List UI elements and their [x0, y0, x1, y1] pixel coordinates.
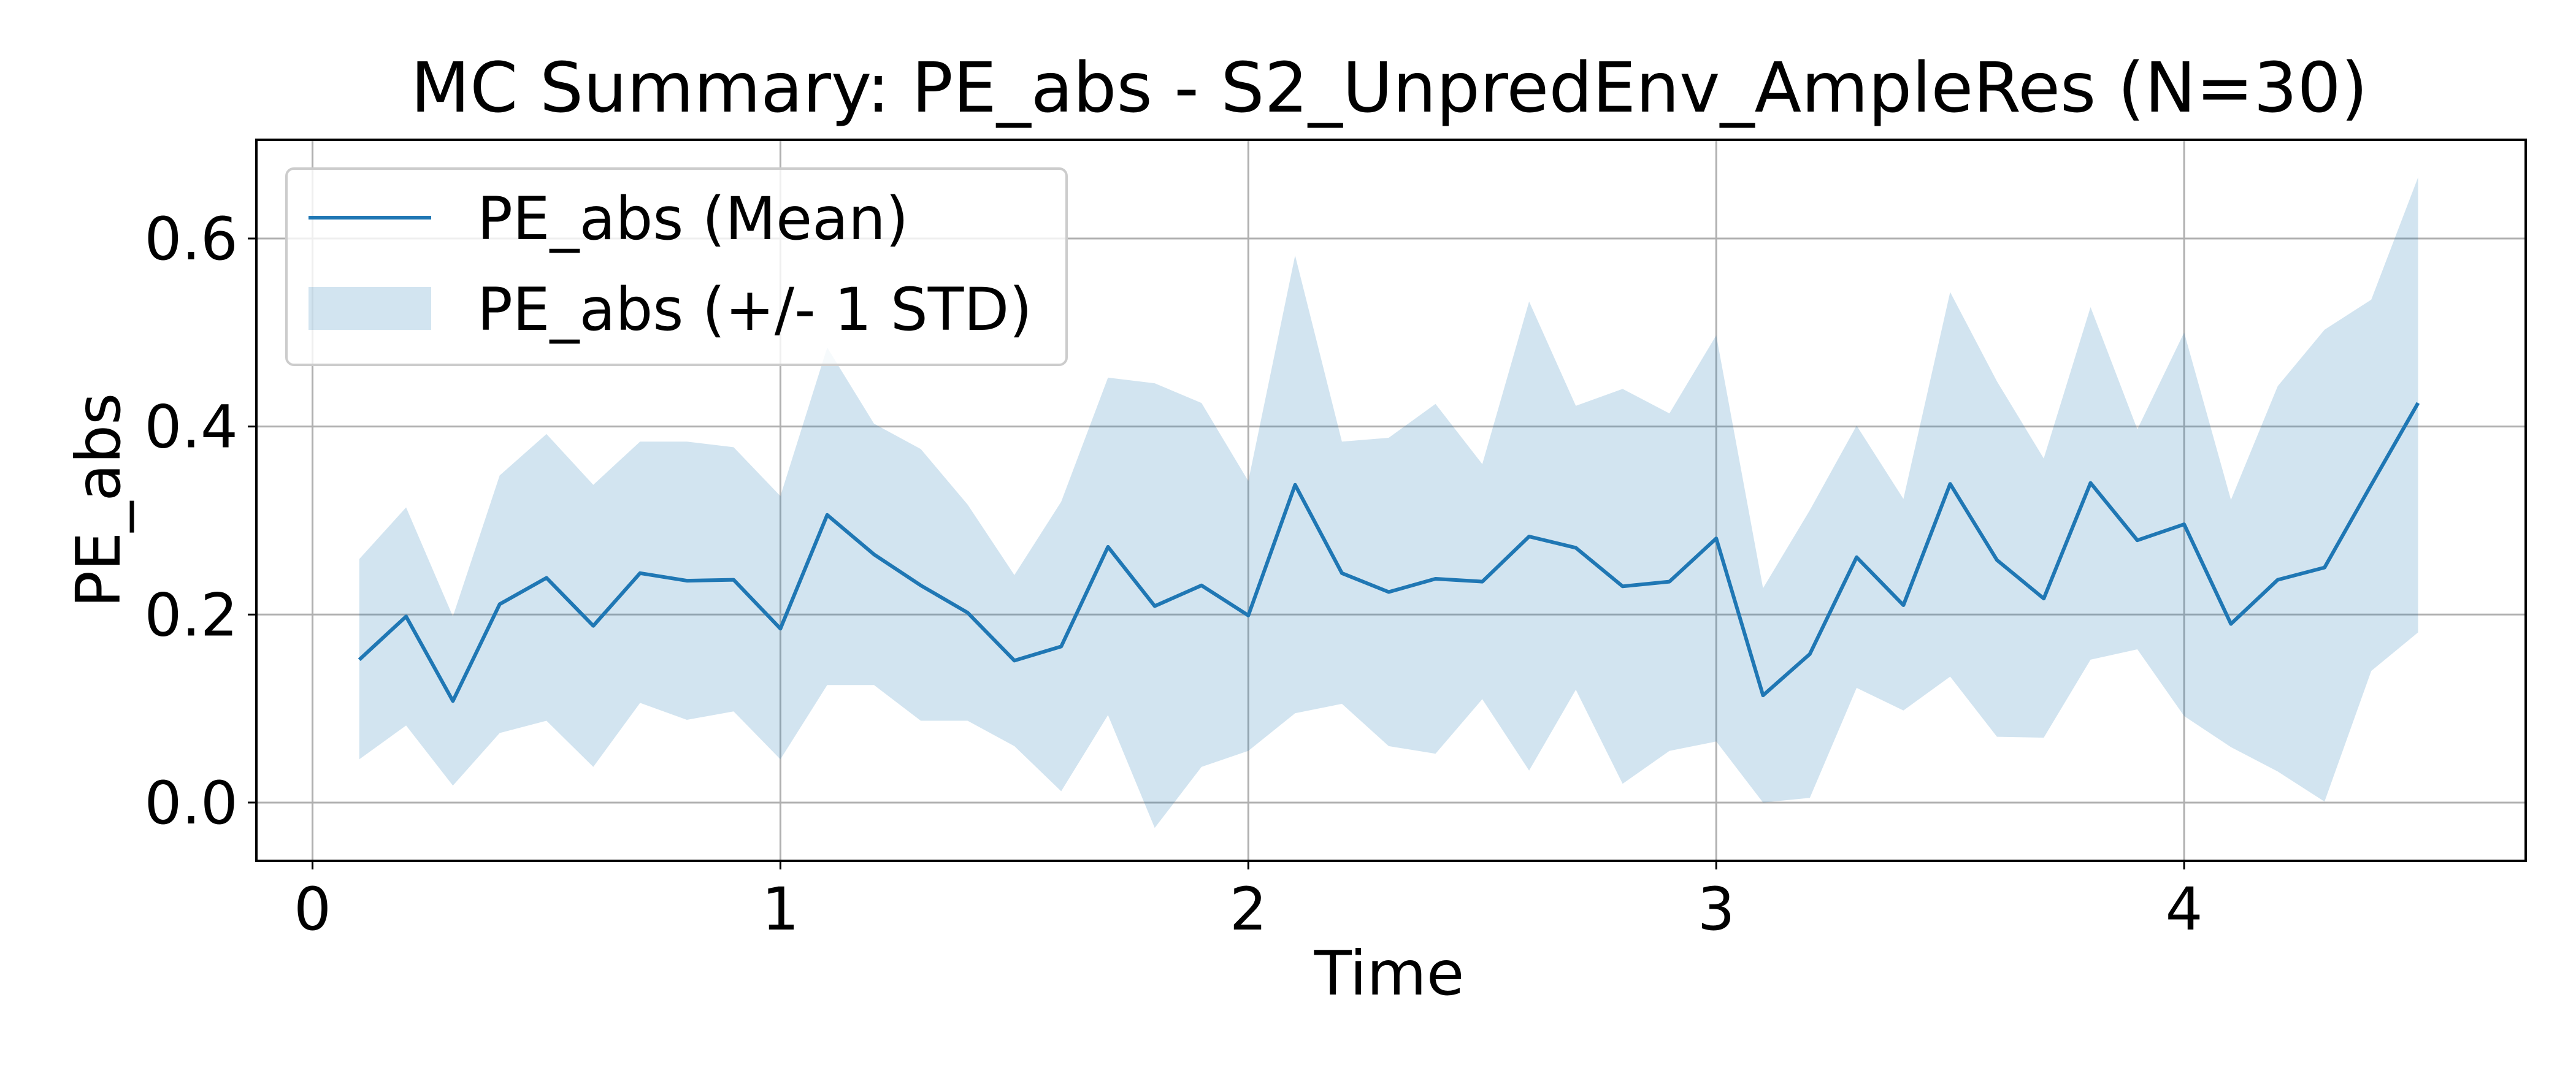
- x-tick-label: 2: [1230, 875, 1267, 944]
- x-tick-label: 4: [2166, 875, 2203, 944]
- chart-title: MC Summary: PE_abs - S2_UnpredEnv_AmpleR…: [411, 48, 2368, 128]
- y-tick-label: 0.6: [144, 205, 238, 273]
- x-axis: 0 1 2 3 4: [294, 861, 2203, 944]
- x-tick-label: 3: [1698, 875, 1735, 944]
- y-axis: 0.0 0.2 0.4 0.6: [144, 205, 256, 838]
- y-axis-label: PE_abs: [63, 393, 134, 608]
- std-band-layer: [359, 177, 2418, 828]
- legend-label-std: PE_abs (+/- 1 STD): [477, 275, 1032, 344]
- x-tick-label: 0: [294, 875, 331, 944]
- mean-line-layer: [358, 402, 2420, 703]
- legend-band-swatch: [309, 287, 431, 330]
- y-tick-label: 0.4: [144, 393, 238, 462]
- legend-box: [285, 167, 1068, 366]
- mean-line: [358, 402, 2420, 703]
- legend: PE_abs (Mean) PE_abs (+/- 1 STD): [285, 167, 1068, 366]
- y-tick-label: 0.0: [144, 769, 238, 838]
- plot-frame: [255, 139, 2527, 862]
- std-band: [359, 177, 2418, 828]
- legend-label-mean: PE_abs (Mean): [477, 185, 908, 253]
- x-axis-label: Time: [1314, 937, 1465, 1009]
- y-tick-label: 0.2: [144, 581, 238, 649]
- x-tick-label: 1: [762, 875, 799, 944]
